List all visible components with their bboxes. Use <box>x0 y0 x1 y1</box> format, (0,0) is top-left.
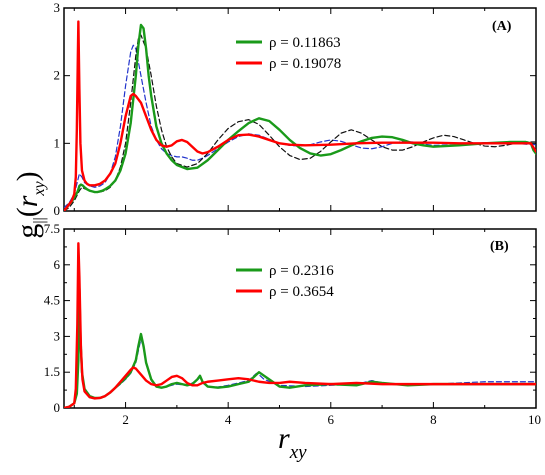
panel-a-ytick-label-1: 1 <box>54 135 61 150</box>
panel-b-series-1-line <box>64 242 536 408</box>
y-axis-paren-close: ) <box>11 171 44 181</box>
panel-b-axes: 0 1.5 3 4.5 6 7.5 2 4 6 8 10 <box>44 221 541 427</box>
panel-b-series <box>64 242 536 408</box>
panel-a-ytick-label-0: 0 <box>54 203 61 218</box>
panel-b-series-2-line <box>64 297 536 408</box>
panel-b-xtick-label-4: 10 <box>528 412 541 427</box>
y-axis-r: r <box>11 195 44 207</box>
panel-a-label: (A) <box>492 19 512 34</box>
panel-a-frame <box>63 7 537 212</box>
x-axis-r: r <box>278 422 290 455</box>
panel-b-ytick-label-0: 0 <box>54 400 61 415</box>
panel-a-ytick-label-2: 2 <box>54 68 61 83</box>
panel-b-xtick-label-1: 4 <box>225 412 232 427</box>
y-axis-paren-open: ( <box>11 207 44 217</box>
panel-b-frame <box>63 228 537 409</box>
legend-a-entry-1: ρ = 0.11863 <box>269 35 341 51</box>
legend-b-entry-1: ρ = 0.2316 <box>269 263 334 279</box>
svg-text:g||(rxy): g||(rxy) <box>11 171 48 238</box>
panel-b-ytick-label-2: 3 <box>54 328 61 343</box>
panel-a-ytick-label-3: 3 <box>54 0 61 15</box>
panel-b-ytick-label-5: 7.5 <box>44 221 60 236</box>
legend-a-entry-2: ρ = 0.19078 <box>269 56 341 72</box>
panel-a-series-1-line <box>64 20 536 211</box>
panel-b-ytick-label-3: 4.5 <box>44 293 60 308</box>
y-axis-g: g <box>11 224 44 239</box>
x-axis-title: rxy <box>278 422 307 463</box>
panel-b-xtick-label-0: 2 <box>122 412 129 427</box>
y-axis-title: g||(rxy) <box>11 171 48 238</box>
legend-b-entry-2: ρ = 0.3654 <box>269 284 334 300</box>
panel-a-series-2-line <box>64 44 536 209</box>
panel-b-xtick-label-3: 8 <box>430 412 437 427</box>
panel-b-xtick-label-2: 6 <box>328 412 335 427</box>
y-axis-g-subscript: || <box>31 217 48 223</box>
panel-a-axes: 0 1 2 3 <box>54 0 536 218</box>
panel-b-label: (B) <box>490 239 509 254</box>
panel-a-series <box>64 20 536 211</box>
panel-b-series-0-line <box>64 287 536 408</box>
x-axis-r-subscript: xy <box>289 442 307 463</box>
y-axis-r-subscript: xy <box>31 180 48 196</box>
panel-a-series-0-line <box>64 23 536 211</box>
panel-b-ytick-label-1: 1.5 <box>44 364 60 379</box>
panel-b-ytick-label-4: 6 <box>54 257 61 272</box>
